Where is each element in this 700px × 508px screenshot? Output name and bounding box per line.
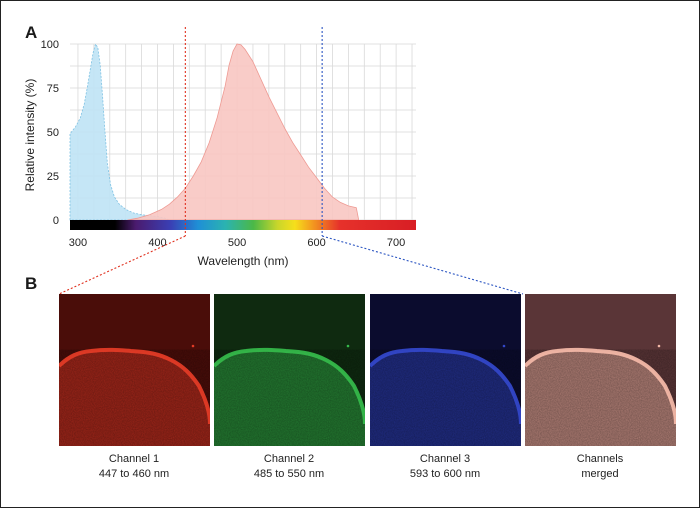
tissue-edge bbox=[370, 347, 521, 425]
y-axis-title: Relative intensity (%) bbox=[23, 79, 37, 192]
x-tick-label: 400 bbox=[148, 237, 166, 249]
caption-channel-1-range: 447 to 460 nm bbox=[98, 468, 170, 480]
x-tick-label: 500 bbox=[228, 237, 246, 249]
caption-merged-range: merged bbox=[581, 468, 619, 480]
micrograph-channel-2 bbox=[214, 294, 365, 446]
y-tick-label: 100 bbox=[41, 39, 59, 51]
spectrum-area-2 bbox=[127, 43, 360, 221]
tissue-texture bbox=[370, 349, 521, 446]
micrograph-channel-1 bbox=[59, 294, 210, 446]
tissue-texture bbox=[59, 349, 210, 446]
tissue-texture bbox=[525, 349, 676, 446]
speck bbox=[502, 344, 506, 348]
speck bbox=[191, 344, 195, 348]
spectrum-bar bbox=[70, 220, 416, 230]
spectrum-area-1 bbox=[69, 43, 170, 221]
panel-b-label: B bbox=[25, 274, 38, 293]
tissue-texture bbox=[214, 349, 365, 446]
caption-channel-3-name: Channel 3 bbox=[419, 453, 471, 465]
micrograph-merged bbox=[525, 294, 676, 446]
caption-channel-3: Channel 3 593 to 600 nm bbox=[370, 452, 520, 482]
chart-ticks: 300 400 500 600 700 0 25 50 75 100 bbox=[41, 39, 406, 249]
panel-a-label: A bbox=[25, 23, 38, 42]
caption-channel-1: Channel 1 447 to 460 nm bbox=[59, 452, 209, 482]
caption-channel-2-range: 485 to 550 nm bbox=[253, 468, 325, 480]
speck bbox=[346, 344, 350, 348]
caption-channel-2: Channel 2 485 to 550 nm bbox=[214, 452, 364, 482]
x-axis-title: Wavelength (nm) bbox=[198, 254, 289, 268]
tissue-edge bbox=[214, 347, 365, 425]
x-tick-label: 700 bbox=[387, 237, 405, 249]
caption-merged-name: Channels bbox=[576, 453, 624, 465]
fan-line-blue bbox=[321, 235, 524, 295]
tissue-edge bbox=[59, 347, 210, 425]
chart-markers bbox=[58, 27, 524, 295]
y-tick-label: 50 bbox=[47, 127, 59, 139]
caption-merged: Channels merged bbox=[525, 452, 675, 482]
tissue-edge bbox=[525, 347, 676, 425]
y-tick-label: 75 bbox=[47, 83, 59, 95]
fan-line-red bbox=[58, 235, 186, 295]
caption-channel-3-range: 593 to 600 nm bbox=[409, 468, 481, 480]
y-tick-label: 25 bbox=[47, 171, 59, 183]
caption-channel-2-name: Channel 2 bbox=[263, 453, 315, 465]
chart-areas bbox=[69, 43, 360, 221]
x-tick-label: 600 bbox=[307, 237, 325, 249]
micrograph-channel-3 bbox=[370, 294, 521, 446]
speck bbox=[657, 344, 661, 348]
y-tick-label: 0 bbox=[53, 215, 59, 227]
x-tick-label: 300 bbox=[69, 237, 87, 249]
caption-channel-1-name: Channel 1 bbox=[108, 453, 160, 465]
